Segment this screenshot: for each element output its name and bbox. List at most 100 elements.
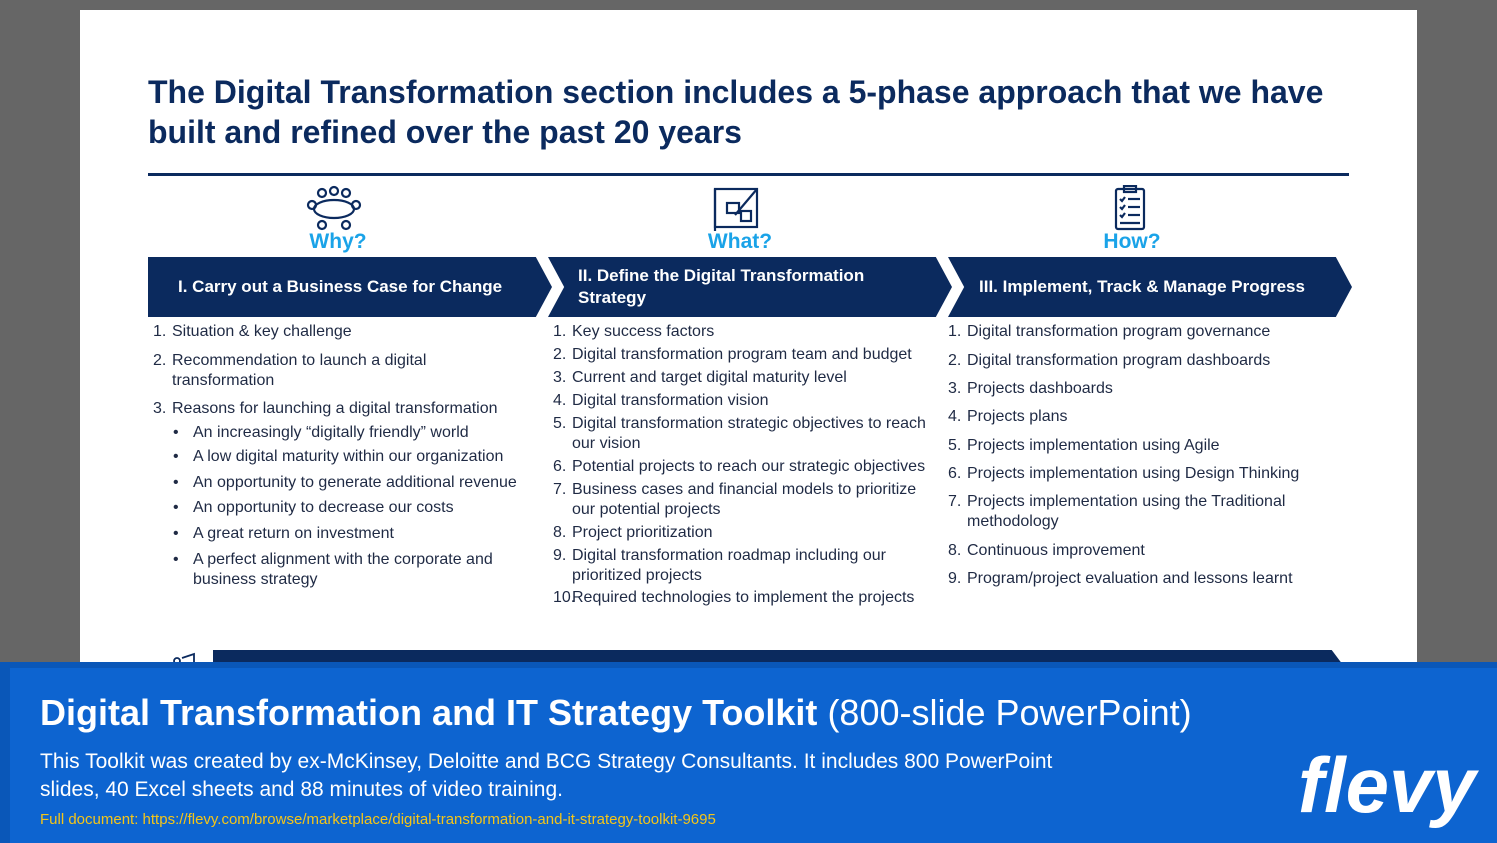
item-text: Situation & key challenge: [172, 323, 352, 340]
phase-2-chevron: II. Define the Digital Transformation St…: [548, 257, 952, 317]
list-item: 4. Projects plans: [948, 407, 1348, 427]
bullet-item: • A great return on investment: [173, 524, 523, 544]
item-number: 1.: [553, 323, 567, 340]
list-item: 8. Continuous improvement: [948, 541, 1348, 561]
item-number: 4.: [948, 408, 962, 425]
list-item: 1. Situation & key challenge: [153, 322, 523, 342]
item-text: Digital transformation program governanc…: [967, 323, 1271, 340]
list-item: 3. Reasons for launching a digital trans…: [153, 399, 523, 419]
bullet-text: A low digital maturity within our organi…: [193, 448, 504, 465]
bullet-item: • An opportunity to generate additional …: [173, 473, 523, 493]
item-number: 4.: [553, 392, 567, 409]
item-text: Current and target digital maturity leve…: [572, 369, 847, 386]
promo-banner: Digital Transformation and IT Strategy T…: [0, 662, 1497, 843]
banner-link[interactable]: Full document: https://flevy.com/browse/…: [40, 811, 716, 828]
list-item: 1. Key success factors: [553, 322, 933, 342]
bullet-item: • An opportunity to decrease our costs: [173, 498, 523, 518]
item-text: Project prioritization: [572, 524, 713, 541]
item-text: Digital transformation strategic objecti…: [572, 415, 926, 452]
meeting-table-icon: [306, 185, 362, 231]
blueprint-icon: [713, 187, 759, 231]
banner-title-bold: Digital Transformation and IT Strategy T…: [40, 692, 818, 733]
phase-2-label: II. Define the Digital Transformation St…: [578, 266, 865, 307]
item-text: Digital transformation program dashboard…: [967, 352, 1271, 369]
item-number: 5.: [553, 415, 567, 432]
list-item: 5. Projects implementation using Agile: [948, 436, 1348, 456]
item-text: Reasons for launching a digital transfor…: [172, 400, 498, 417]
list-item: 7. Projects implementation using the Tra…: [948, 492, 1348, 532]
phase-3-label: III. Implement, Track & Manage Progress: [979, 277, 1305, 296]
list-item: 2. Recommendation to launch a digital tr…: [153, 351, 523, 391]
flevy-logo: flevy: [1298, 741, 1479, 829]
item-number: 8.: [948, 542, 962, 559]
item-text: Key success factors: [572, 323, 715, 340]
bullet-text: An opportunity to generate additional re…: [193, 474, 517, 491]
bullet-text: An increasingly “digitally friendly” wor…: [193, 424, 469, 441]
bullet-item: • An increasingly “digitally friendly” w…: [173, 423, 523, 443]
item-number: 1.: [153, 323, 167, 340]
item-number: 2.: [153, 352, 167, 369]
item-text: Program/project evaluation and lessons l…: [967, 570, 1293, 587]
item-number: 10.: [553, 589, 576, 606]
item-number: 2.: [948, 352, 962, 369]
question-how: How?: [1103, 230, 1161, 253]
clipboard-checklist-icon: [1114, 185, 1146, 231]
item-text: Projects dashboards: [967, 380, 1113, 397]
bullet-item: • A perfect alignment with the corporate…: [173, 550, 523, 590]
bullet-dot-icon: •: [173, 424, 179, 441]
item-number: 6.: [553, 458, 567, 475]
item-text: Continuous improvement: [967, 542, 1145, 559]
svg-text:flevy: flevy: [1298, 741, 1479, 829]
item-number: 9.: [948, 570, 962, 587]
item-text: Business cases and financial models to p…: [572, 481, 917, 518]
item-text: Projects implementation using Design Thi…: [967, 465, 1300, 482]
list-item: 7. Business cases and financial models t…: [553, 480, 933, 520]
phase-3-list: 1. Digital transformation program govern…: [948, 322, 1348, 589]
list-item: 2. Digital transformation program team a…: [553, 345, 933, 365]
list-item: 3. Current and target digital maturity l…: [553, 368, 933, 388]
item-number: 3.: [948, 380, 962, 397]
bullet-dot-icon: •: [173, 551, 179, 568]
list-item: 4. Digital transformation vision: [553, 391, 933, 411]
bullet-text: A great return on investment: [193, 525, 394, 542]
list-item: 8. Project prioritization: [553, 523, 933, 543]
bullet-text: A perfect alignment with the corporate a…: [193, 551, 493, 588]
list-item: 9. Digital transformation roadmap includ…: [553, 546, 933, 586]
item-number: 6.: [948, 465, 962, 482]
slide-title: The Digital Transformation section inclu…: [148, 74, 1324, 150]
bullet-text: An opportunity to decrease our costs: [193, 499, 454, 516]
list-item: 6. Potential projects to reach our strat…: [553, 457, 933, 477]
list-item: 1. Digital transformation program govern…: [948, 322, 1348, 342]
question-what: What?: [707, 230, 773, 253]
bullet-item: • A low digital maturity within our orga…: [173, 447, 523, 467]
list-item: 2. Digital transformation program dashbo…: [948, 351, 1348, 371]
item-text: Potential projects to reach our strategi…: [572, 458, 926, 475]
banner-title: Digital Transformation and IT Strategy T…: [40, 692, 1192, 734]
bullet-dot-icon: •: [173, 448, 179, 465]
item-text: Digital transformation roadmap including…: [572, 547, 886, 584]
bullet-dot-icon: •: [173, 499, 179, 516]
banner-title-light: (800-slide PowerPoint): [827, 692, 1192, 733]
item-number: 8.: [553, 524, 567, 541]
item-text: Recommendation to launch a digital trans…: [172, 352, 427, 389]
bullet-dot-icon: •: [173, 474, 179, 491]
title-divider: [148, 173, 1349, 176]
item-text: Required technologies to implement the p…: [572, 589, 915, 606]
list-item: 9. Program/project evaluation and lesson…: [948, 569, 1348, 589]
slide: The Digital Transformation section inclu…: [80, 10, 1417, 670]
phase-1-label: I. Carry out a Business Case for Change: [178, 277, 503, 296]
list-item: 3. Projects dashboards: [948, 379, 1348, 399]
item-text: Digital transformation program team and …: [572, 346, 912, 363]
item-number: 9.: [553, 547, 567, 564]
phase-3-chevron: III. Implement, Track & Manage Progress: [948, 257, 1352, 317]
bullet-dot-icon: •: [173, 525, 179, 542]
item-text: Digital transformation vision: [572, 392, 769, 409]
item-number: 3.: [153, 400, 167, 417]
banner-description: This Toolkit was created by ex-McKinsey,…: [40, 750, 1053, 801]
item-number: 7.: [553, 481, 567, 498]
phase-1-chevron: I. Carry out a Business Case for Change: [148, 257, 552, 317]
list-item: 6. Projects implementation using Design …: [948, 464, 1348, 484]
item-number: 5.: [948, 437, 962, 454]
banner-panel: Digital Transformation and IT Strategy T…: [10, 668, 1497, 843]
item-text: Projects implementation using Agile: [967, 437, 1220, 454]
